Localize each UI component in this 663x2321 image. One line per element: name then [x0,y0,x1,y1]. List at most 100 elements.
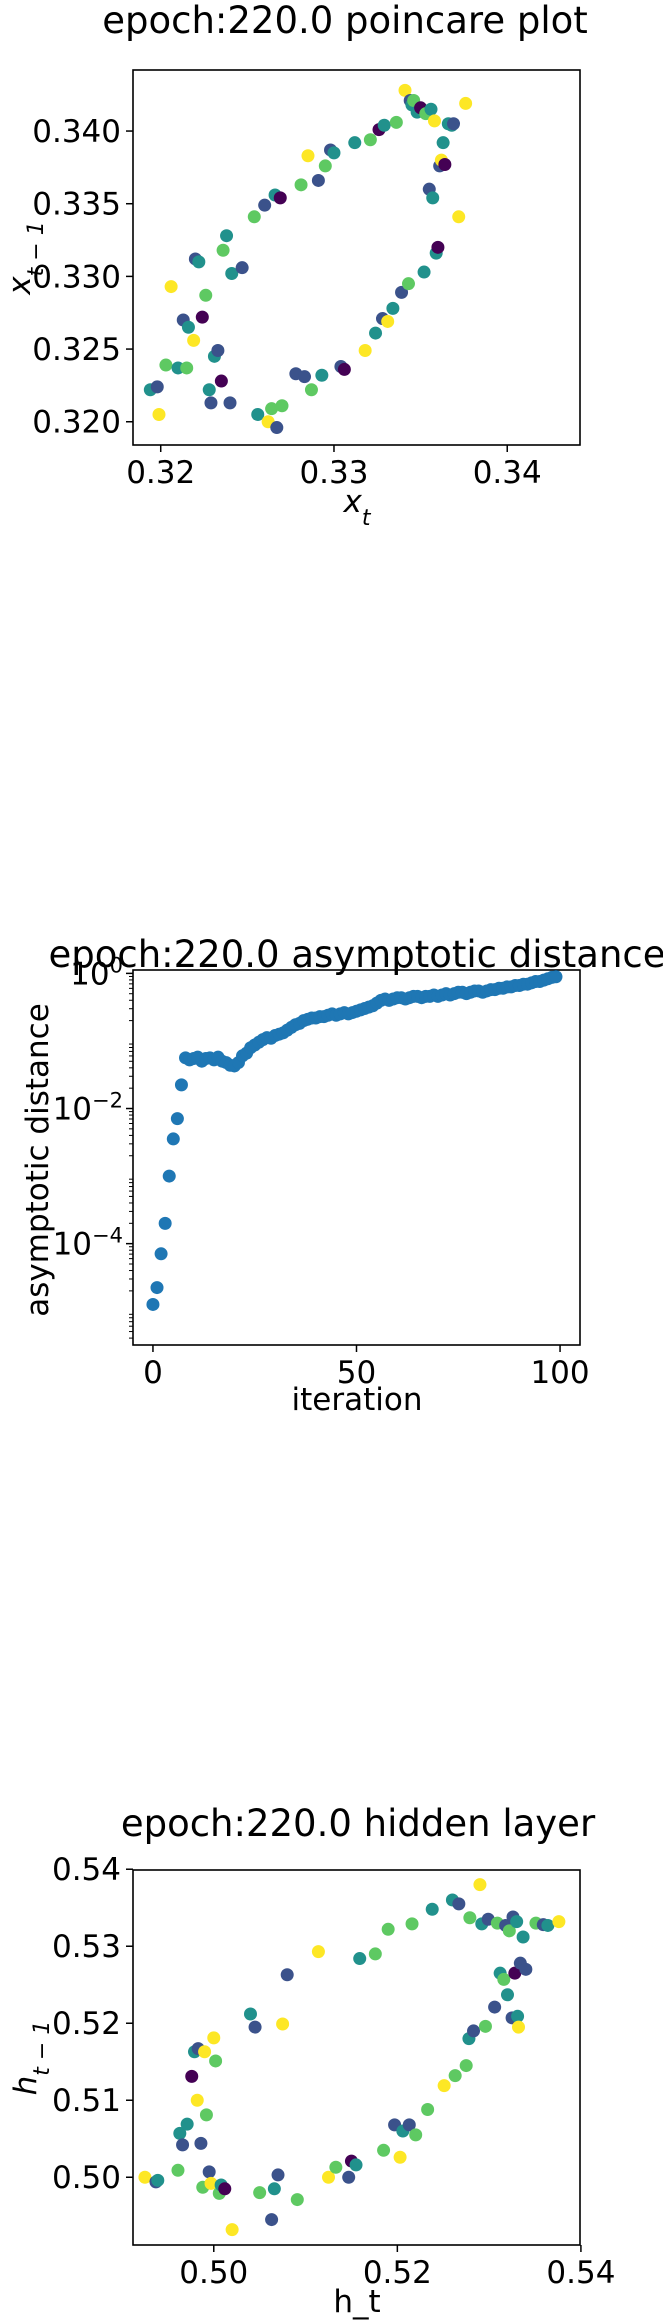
data-point [427,114,441,128]
data-point [171,2163,185,2177]
y-tick-label: 0.340 [32,114,121,150]
data-point [381,1922,395,1936]
data-point [368,1947,382,1961]
x-tick-label: 50 [337,1355,376,1391]
data-point [502,1924,516,1938]
data-point [298,370,312,384]
data-point [190,2093,204,2107]
plot-frame [132,69,581,446]
x-tick-label: 0.50 [179,2255,248,2291]
data-point [459,2059,473,2073]
data-point [363,133,377,147]
data-point [270,421,284,435]
data-point [426,191,440,205]
data-point [377,118,391,132]
data-point [311,173,325,187]
data-point [209,2054,223,2068]
data-point [198,2045,212,2059]
data-point [152,407,166,421]
data-point [207,2031,221,2045]
data-point [424,102,438,116]
x-axis-label: h_t [333,2284,380,2320]
data-point [290,2193,304,2207]
data-point [389,115,403,129]
data-point [181,320,195,334]
data-point [552,1915,566,1929]
data-point [463,1911,477,1925]
y-axis-label: asymptotic distance [20,1003,56,1317]
data-point [185,2069,199,2083]
data-point [180,2117,194,2131]
data-point [164,280,178,294]
data-point [315,368,329,382]
data-point [216,243,230,257]
data-point [258,198,272,212]
y-tick-label: 0.50 [52,2160,121,2196]
x-tick-label: 0.33 [299,455,368,491]
data-point [488,2000,502,2014]
data-point [267,2182,281,2196]
data-point [273,191,287,205]
plot-frame [132,969,581,1346]
data-point [304,383,318,397]
chart-title: epoch:220.0 poincare plot [102,0,588,42]
data-point [395,285,409,299]
data-point [519,1962,533,1976]
data-point [158,1216,172,1230]
data-point [301,149,315,163]
data-point [150,1281,164,1295]
y-tick-label: 0.325 [32,332,121,368]
data-point [409,2128,423,2142]
data-point [192,255,206,269]
data-point [195,310,209,324]
data-point [478,2019,492,2033]
data-point [369,326,383,340]
data-point [500,1988,514,2002]
data-point [436,136,450,150]
data-point [349,2158,363,2172]
data-point [448,2069,462,2083]
data-point [176,2138,190,2152]
data-point [280,1968,294,1982]
data-point [421,2102,435,2116]
data-point [549,970,563,984]
data-point [342,2170,356,2184]
data-point [225,266,239,280]
data-point [425,1902,439,1916]
y-tick-label: 0.53 [52,1929,121,1965]
plot-frame [132,1869,581,2246]
x-tick-label: 0.32 [126,455,195,491]
data-point [417,265,431,279]
data-point [377,2143,391,2157]
data-point [218,2182,232,2196]
y-tick-label: 0.320 [32,405,121,441]
data-point [401,277,415,291]
data-point [322,2170,336,2184]
poincare-plot: epoch:220.0 poincare plot 0.32 0.33 0.340.… [2,0,588,531]
x-tick-label: 100 [530,1355,589,1391]
x-tick-label: 0.52 [363,2255,432,2291]
y-tick-label: 0.54 [52,1852,121,1888]
data-point [437,2079,451,2093]
data-point [150,380,164,394]
axis-ticks: 0.32 0.33 0.34 0.320 0.325 0.330 0.335 0.340 [32,114,541,491]
data-point [251,407,265,421]
data-point [402,2118,416,2132]
data-point [358,344,372,358]
y-axis-label: ht − 1 [8,2021,55,2096]
data-point [541,1918,555,1932]
data-point [225,2223,239,2237]
data-point [447,117,461,131]
data-point [431,240,445,254]
y-tick-label: 0.52 [52,2006,121,2042]
data-point [166,1132,180,1146]
data-point [180,361,194,375]
y-tick-label: 0.335 [32,187,121,223]
data-point [452,1897,466,1911]
data-point [204,2176,218,2190]
axis-ticks: 0.50 0.52 0.54 0.50 0.51 0.52 0.53 0.54 [52,1852,615,2291]
data-point [235,261,249,275]
data-point [211,344,225,358]
data-point [459,96,473,110]
